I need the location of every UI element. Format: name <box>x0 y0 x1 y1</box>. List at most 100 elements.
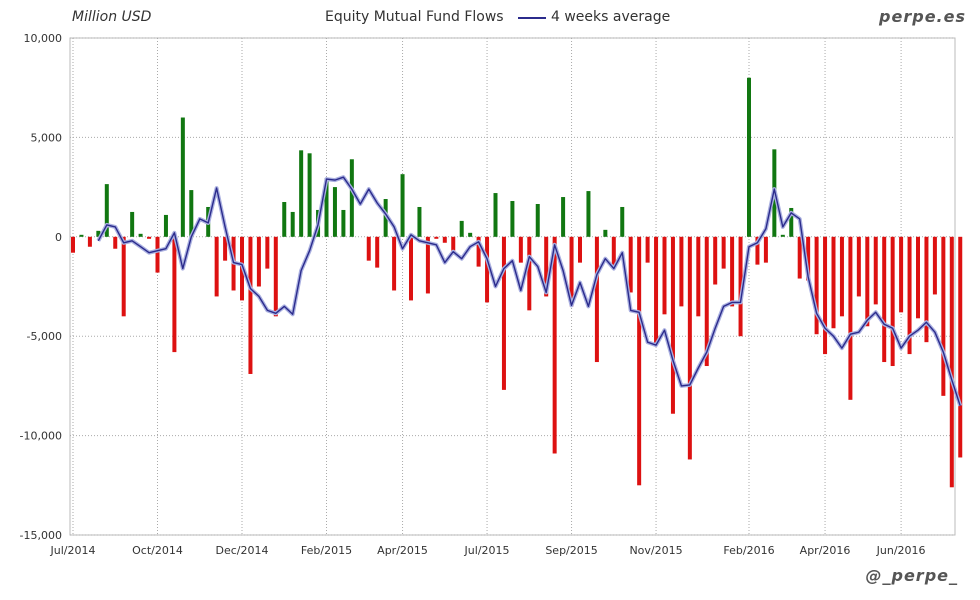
outflow-bar <box>214 236 219 297</box>
x-tick-label: Oct/2014 <box>132 544 183 557</box>
outflow-bar <box>518 236 523 263</box>
outflow-bar <box>899 236 904 313</box>
legend: 4 weeks average <box>518 9 670 25</box>
x-tick-label: Feb/2016 <box>723 544 774 557</box>
outflow-bar <box>806 236 811 281</box>
y-tick-label: -5,000 <box>27 330 62 343</box>
outflow-bar <box>451 236 456 251</box>
outflow-bar <box>442 236 447 243</box>
outflow-bar <box>958 236 963 458</box>
outflow-bar <box>172 236 177 353</box>
outflow-bar <box>578 236 582 263</box>
outflow-bar <box>155 236 160 273</box>
average-line <box>97 176 961 407</box>
inflow-bar <box>299 150 304 237</box>
x-tick-label: Jul/2014 <box>50 544 96 557</box>
x-tick-label: Apr/2015 <box>377 544 428 557</box>
outflow-bar <box>501 236 506 390</box>
brand-logo: perpe.es <box>879 7 966 26</box>
outflow-bar <box>594 236 599 363</box>
inflow-bar <box>104 184 109 237</box>
outflow-bar <box>273 236 278 317</box>
outflow-bar <box>823 236 828 355</box>
inflow-bar <box>324 178 329 237</box>
inflow-bar <box>138 233 143 237</box>
outflow-bar <box>569 236 574 307</box>
outflow-bar <box>932 236 937 295</box>
outflow-bar <box>256 236 261 287</box>
outflow-bar <box>721 236 726 269</box>
outflow-bar <box>662 236 667 315</box>
author-handle: @_perpe_ <box>865 566 958 585</box>
outflow-bar <box>814 236 819 335</box>
outflow-bar <box>476 236 481 267</box>
inflow-bar <box>189 190 194 237</box>
outflow-bar <box>87 236 92 247</box>
outflow-bar <box>670 236 675 414</box>
plot-frame <box>69 37 956 536</box>
x-tick-label: Sep/2015 <box>545 544 597 557</box>
outflow-bar <box>375 236 380 268</box>
outflow-bar <box>434 236 439 239</box>
outflow-bar <box>696 236 701 317</box>
inflow-bar <box>307 153 312 237</box>
outflow-bar <box>704 236 709 367</box>
inflow-bar <box>130 211 135 237</box>
average-line-layer <box>96 175 963 407</box>
inflow-bar <box>96 230 101 237</box>
inflow-bar <box>789 207 794 237</box>
outflow-bar <box>738 236 743 337</box>
outflow-bar <box>645 236 650 263</box>
y-tick-label: 10,000 <box>24 32 63 45</box>
outflow-bar <box>865 236 870 327</box>
inflow-bar <box>747 77 751 237</box>
outflow-bar <box>485 236 490 303</box>
inflow-bar <box>79 234 84 237</box>
y-tick-label: -10,000 <box>20 430 62 443</box>
outflow-bar <box>409 236 413 301</box>
y-tick-label: -15,000 <box>20 529 62 542</box>
y-tick-label: 0 <box>55 231 62 244</box>
inflow-bar <box>561 197 566 237</box>
outflow-bar <box>839 236 844 317</box>
outflow-bar <box>265 236 270 269</box>
outflow-bar <box>755 236 760 265</box>
outflow-bar <box>713 236 718 285</box>
inflow-bar <box>282 202 287 237</box>
outflow-bar <box>687 236 692 460</box>
outflow-bar <box>856 236 861 297</box>
legend-line-swatch <box>518 17 546 19</box>
inflow-bar <box>400 174 405 237</box>
bars-layer <box>71 77 963 488</box>
outflow-bar <box>223 236 228 261</box>
outflow-bar <box>527 236 532 311</box>
inflow-bar <box>620 206 625 237</box>
outflow-bar <box>248 236 253 374</box>
outflow-bar <box>941 236 946 396</box>
outflow-bar <box>873 236 878 305</box>
outflow-bar <box>392 236 397 291</box>
y-tick-label: 5,000 <box>31 131 63 144</box>
inflow-bar <box>180 117 185 237</box>
inflow-bar <box>332 187 337 237</box>
inflow-bar <box>603 229 608 237</box>
grid-layer <box>69 37 956 536</box>
outflow-bar <box>121 236 126 317</box>
outflow-bar <box>949 236 954 488</box>
outflow-bar <box>366 236 371 261</box>
x-tick-label: Jun/2016 <box>876 544 926 557</box>
inflow-bar <box>383 199 388 237</box>
inflow-bar <box>459 220 464 237</box>
inflow-bar <box>510 201 515 237</box>
outflow-bar <box>848 236 853 400</box>
outflow-bar <box>907 236 912 355</box>
outflow-bar <box>916 236 920 319</box>
outflow-bar <box>628 236 633 293</box>
outflow-bar <box>797 236 802 279</box>
inflow-bar <box>290 211 295 237</box>
axis-layer: 10,000 5,000 0 -5,000 -10,000 -15,000 Jul/2014… <box>20 32 926 557</box>
inflow-bar <box>780 234 785 237</box>
outflow-bar <box>147 236 152 239</box>
inflow-bar <box>341 209 346 237</box>
